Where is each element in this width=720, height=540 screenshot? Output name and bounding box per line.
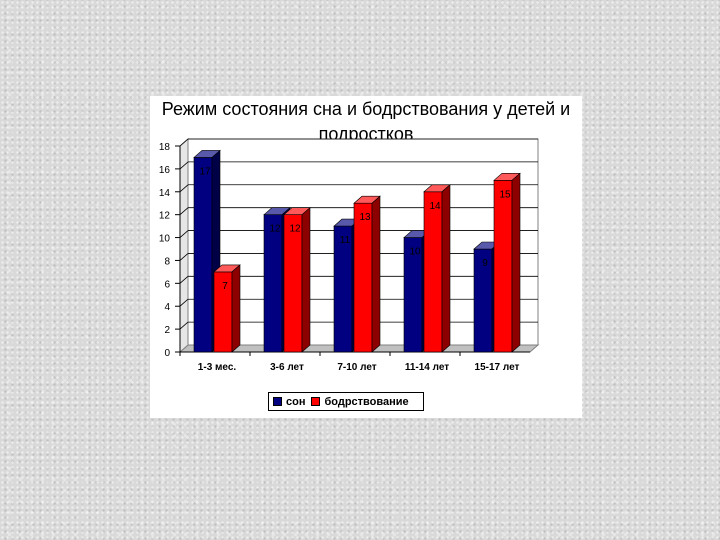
bar-side-1-1 <box>301 207 311 353</box>
legend-item-bodrstvovanie: бодрствование <box>311 395 409 408</box>
bar-1-4 <box>493 180 513 353</box>
grid-line-side-6 <box>179 276 189 284</box>
grid-line-side-18 <box>179 138 189 147</box>
chart-legend: сон бодрствование <box>268 392 424 411</box>
legend-label-son: сон <box>286 395 306 408</box>
bar-side-1-0 <box>231 264 241 353</box>
data-label-1-0: 7 <box>222 281 228 292</box>
legend-swatch-son <box>273 397 282 406</box>
bar-side-1-4 <box>511 172 521 353</box>
grid-line-side-14 <box>179 184 189 193</box>
x-tick-label-0: 1-3 мес. <box>198 362 237 373</box>
x-tick-label-3: 11-14 лет <box>405 362 449 373</box>
legend-swatch-bodrstvovanie <box>311 397 321 406</box>
grid-line-side-8 <box>179 253 189 261</box>
legend-item-son: сон <box>273 396 305 408</box>
bar-side-1-3 <box>441 184 451 353</box>
legend-label-bodrstvovanie: бодрствование <box>324 395 409 408</box>
bar-0-0 <box>193 157 213 353</box>
grid-line-side-10 <box>179 230 189 238</box>
y-tick-label-0: 0 <box>164 348 170 359</box>
x-tick-label-4: 15-17 лет <box>475 362 520 373</box>
data-label-1-1: 12 <box>289 224 301 235</box>
x-tick-label-2: 7-10 лет <box>337 362 376 373</box>
data-label-1-2: 13 <box>359 212 371 223</box>
grid-line-side-12 <box>179 207 189 215</box>
bar-1-1 <box>283 214 303 353</box>
y-tick-label-14: 14 <box>159 188 171 199</box>
bar-0-1 <box>263 214 283 353</box>
data-label-0-3: 10 <box>409 247 421 258</box>
y-tick-label-8: 8 <box>164 256 170 267</box>
y-tick-label-10: 10 <box>159 234 171 245</box>
data-label-0-1: 12 <box>269 224 281 235</box>
grid-line-side-16 <box>179 161 189 170</box>
bar-side-1-2 <box>371 195 381 353</box>
chart-side-wall <box>179 137 189 354</box>
data-label-0-0: 17 <box>199 166 211 177</box>
data-label-0-4: 9 <box>482 258 488 269</box>
grid-line-side-2 <box>179 321 189 330</box>
data-label-1-4: 15 <box>499 189 511 200</box>
bar-1-3 <box>423 191 443 353</box>
y-tick-label-12: 12 <box>159 211 171 222</box>
x-tick-label-1: 3-6 лет <box>270 362 304 373</box>
y-tick-label-16: 16 <box>159 165 171 176</box>
data-label-0-2: 11 <box>340 235 351 246</box>
y-tick-label-18: 18 <box>159 142 171 153</box>
y-tick-label-4: 4 <box>164 302 170 313</box>
data-label-1-3: 14 <box>429 201 441 212</box>
y-tick-label-2: 2 <box>164 325 170 336</box>
y-tick-label-6: 6 <box>164 279 170 290</box>
grid-line-side-4 <box>179 298 189 307</box>
bar-1-2 <box>353 202 373 353</box>
